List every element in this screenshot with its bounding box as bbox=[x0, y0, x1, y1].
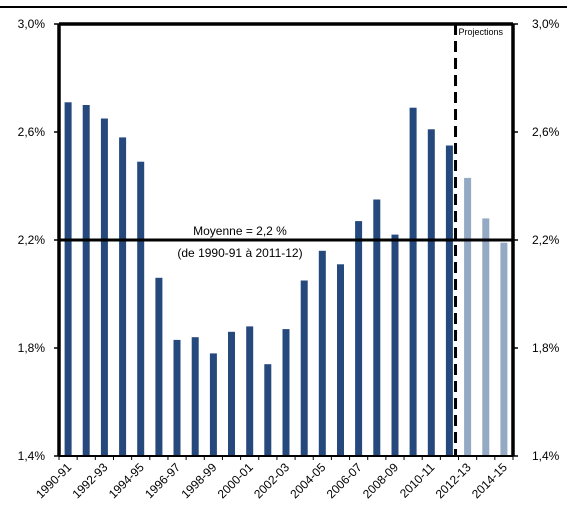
x-tick-label-1998-99: 1998-99 bbox=[178, 460, 219, 501]
y-tick-label-right: 2,6% bbox=[532, 125, 560, 139]
bar-2012-13 bbox=[464, 177, 472, 456]
y-axis-left: 1,4% 1,8% 2,2% 2,6% 3,0% bbox=[18, 17, 59, 463]
x-tick-label-1994-95: 1994-95 bbox=[106, 460, 147, 501]
bar-2001-02 bbox=[264, 364, 272, 456]
bar-2002-03 bbox=[282, 329, 290, 456]
y-tick-label-left: 3,0% bbox=[18, 17, 46, 31]
average-label-line1: Moyenne = 2,2 % bbox=[193, 224, 287, 238]
y-tick-label-right: 1,8% bbox=[532, 341, 560, 355]
bar-1999-00 bbox=[228, 331, 235, 456]
bar-1998-99 bbox=[209, 353, 217, 456]
bar-2007-08 bbox=[373, 199, 381, 456]
x-tick-label-1992-93: 1992-93 bbox=[69, 460, 110, 501]
y-tick-label-right: 2,2% bbox=[532, 233, 560, 247]
x-tick-label-2010-11: 2010-11 bbox=[397, 460, 438, 501]
bar-1994-95 bbox=[137, 161, 145, 456]
bar-2013-14 bbox=[482, 218, 490, 456]
bar-2000-01 bbox=[246, 326, 254, 456]
bar-1991-92 bbox=[82, 105, 90, 456]
x-tick-label-2002-03: 2002-03 bbox=[251, 460, 292, 501]
x-tick-label-2004-05: 2004-05 bbox=[287, 460, 328, 501]
top-rule bbox=[0, 6, 567, 8]
bar-2003-04 bbox=[300, 280, 308, 456]
bar-2005-06 bbox=[337, 264, 344, 456]
x-tick-label-2008-09: 2008-09 bbox=[360, 460, 401, 501]
annotations: Moyenne = 2,2 % (de 1990-91 à 2011-12) P… bbox=[59, 24, 513, 456]
bar-1993-94 bbox=[119, 137, 127, 456]
y-tick-label-left: 2,6% bbox=[18, 125, 46, 139]
x-tick-label-1990-91: 1990-91 bbox=[33, 460, 74, 501]
bar-1995-96 bbox=[155, 277, 163, 456]
y-tick-label-left: 1,8% bbox=[18, 341, 46, 355]
bar-1990-91 bbox=[64, 102, 72, 457]
x-axis: 1990-911992-931994-951996-971998-992000-… bbox=[33, 456, 514, 501]
bar-2006-07 bbox=[355, 221, 363, 456]
average-label-line2: (de 1990-91 à 2011-12) bbox=[177, 246, 302, 260]
y-tick-label-left: 1,4% bbox=[18, 449, 46, 463]
bar-1996-97 bbox=[173, 339, 181, 456]
bar-2004-05 bbox=[318, 250, 326, 456]
bar-2011-12 bbox=[445, 145, 453, 456]
y-tick-label-right: 3,0% bbox=[532, 17, 560, 31]
bar-1992-93 bbox=[100, 118, 108, 456]
y-tick-label-right: 1,4% bbox=[532, 449, 560, 463]
bar-2009-10 bbox=[409, 107, 417, 456]
y-tick-label-left: 2,2% bbox=[18, 233, 46, 247]
bars-group bbox=[64, 102, 508, 457]
bar-2008-09 bbox=[391, 234, 399, 456]
bar-1997-98 bbox=[191, 337, 199, 456]
x-tick-label-2012-13: 2012-13 bbox=[433, 460, 474, 501]
y-axis-right: 1,4% 1,8% 2,2% 2,6% 3,0% bbox=[513, 17, 560, 463]
projections-label: Projections bbox=[459, 27, 504, 37]
x-tick-label-2000-01: 2000-01 bbox=[215, 460, 256, 501]
x-tick-label-1996-97: 1996-97 bbox=[142, 460, 183, 501]
x-tick-label-2006-07: 2006-07 bbox=[324, 460, 365, 501]
bar-2014-15 bbox=[500, 242, 508, 456]
bar-2010-11 bbox=[427, 129, 435, 457]
x-tick-label-2014-15: 2014-15 bbox=[469, 460, 510, 501]
